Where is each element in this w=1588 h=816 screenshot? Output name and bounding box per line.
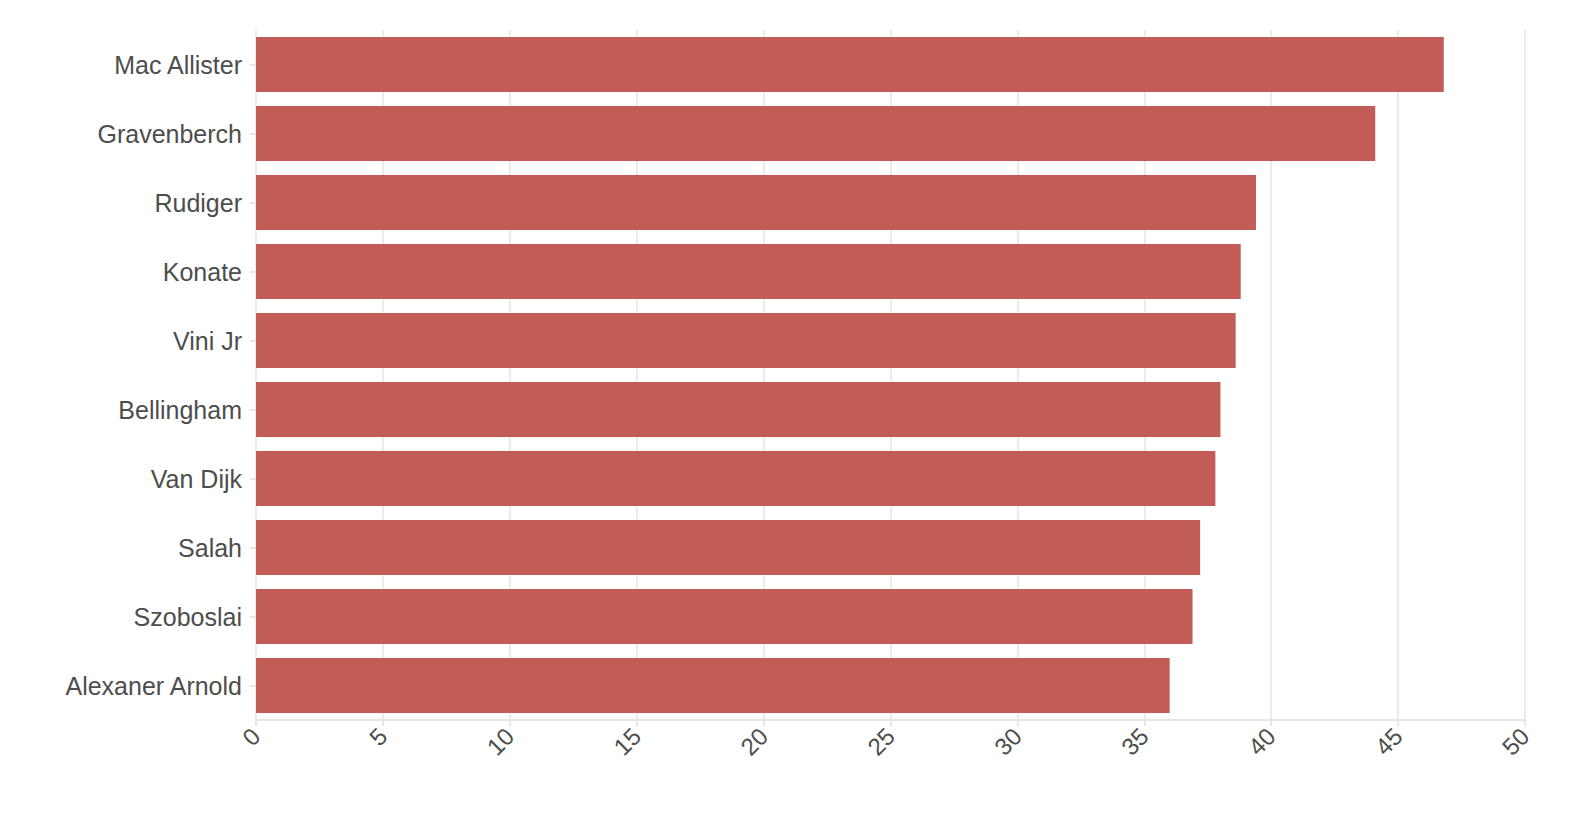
svg-text:0: 0	[237, 722, 266, 751]
svg-text:Szoboslai: Szoboslai	[134, 603, 242, 631]
svg-text:Van Dijk: Van Dijk	[151, 465, 243, 493]
svg-text:Rudiger: Rudiger	[154, 189, 242, 217]
svg-text:25: 25	[862, 722, 900, 760]
svg-text:15: 15	[608, 722, 646, 760]
svg-text:20: 20	[735, 722, 773, 760]
svg-text:5: 5	[364, 722, 393, 751]
svg-text:35: 35	[1116, 722, 1154, 760]
svg-text:30: 30	[989, 722, 1027, 760]
svg-text:Bellingham: Bellingham	[118, 396, 242, 424]
svg-text:45: 45	[1370, 722, 1408, 760]
svg-text:10: 10	[481, 722, 519, 760]
svg-text:50: 50	[1497, 722, 1535, 760]
svg-text:Vini Jr: Vini Jr	[173, 327, 242, 355]
svg-text:Alexaner Arnold: Alexaner Arnold	[65, 672, 242, 700]
svg-text:40: 40	[1243, 722, 1281, 760]
svg-text:Salah: Salah	[178, 534, 242, 562]
svg-text:Mac Allister: Mac Allister	[114, 51, 242, 79]
svg-text:Gravenberch: Gravenberch	[97, 120, 242, 148]
svg-text:Konate: Konate	[163, 258, 242, 286]
